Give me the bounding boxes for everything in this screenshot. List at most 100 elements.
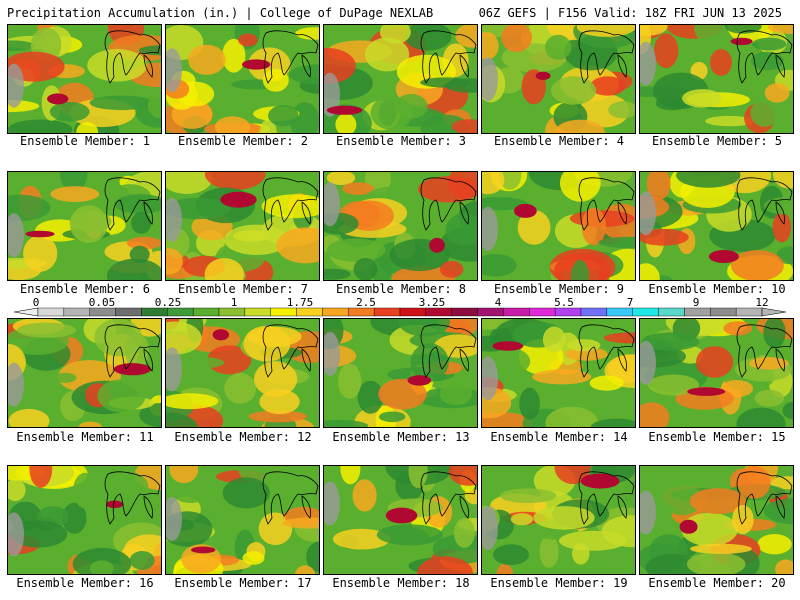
member-caption-6: Ensemble Member: 6 [19,282,151,296]
precip-field [640,25,793,133]
member-map-2 [165,24,320,134]
member-caption-16: Ensemble Member: 16 [16,576,154,590]
precip-field [166,172,319,280]
member-caption-11: Ensemble Member: 11 [16,430,154,444]
scale-swatch [580,307,608,317]
precip-field [166,319,319,427]
scale-swatch [89,307,116,317]
precip-field [8,319,161,427]
scale-swatch [37,307,65,317]
member-caption-13: Ensemble Member: 13 [332,430,470,444]
member-caption-17: Ensemble Member: 17 [174,576,312,590]
color-scale: 0 0.05 0.25 1 1.75 2.5 3.25 4 5.5 7 9 12 [0,296,800,320]
member-caption-19: Ensemble Member: 19 [490,576,628,590]
member-caption-4: Ensemble Member: 4 [493,134,625,148]
precip-field [482,319,635,427]
precip-field [640,172,793,280]
precip-field [482,466,635,574]
member-caption-7: Ensemble Member: 7 [177,282,309,296]
precip-field [324,172,477,280]
scale-swatch [244,307,271,317]
scale-label: 5.5 [554,296,574,309]
member-caption-2: Ensemble Member: 2 [177,134,309,148]
scale-label: 0.05 [88,296,116,309]
scale-swatch [554,307,582,317]
member-map-7 [165,171,320,281]
scale-label: 1.75 [286,296,314,309]
precip-field [166,466,319,574]
precip-field [8,172,161,280]
great-lakes-outline [736,471,793,525]
scale-label: 2.5 [356,296,376,309]
precip-field [8,466,161,574]
member-map-4 [481,24,636,134]
great-lakes-outline [104,30,161,84]
precip-field [324,319,477,427]
precip-field [482,25,635,133]
member-caption-12: Ensemble Member: 12 [174,430,312,444]
great-lakes-outline [420,30,477,84]
member-map-9 [481,171,636,281]
great-lakes-outline [420,177,477,231]
scale-swatch [115,307,142,317]
scale-swatch [684,307,711,317]
scale-label: 3.25 [418,296,446,309]
great-lakes-outline [736,324,793,378]
scale-swatch [192,307,220,317]
great-lakes-outline [262,177,319,231]
member-caption-14: Ensemble Member: 14 [490,430,628,444]
great-lakes-outline [104,324,161,378]
member-map-16 [7,465,162,575]
scale-label: 0 [32,296,40,309]
member-map-17 [165,465,320,575]
scale-swatch [606,307,633,317]
member-map-14 [481,318,636,428]
scale-swatch [735,307,763,317]
scale-label: 9 [692,296,700,309]
precip-field [640,466,793,574]
scale-swatch [425,307,452,317]
scale-swatch [218,307,246,317]
scale-swatch [503,307,530,317]
scale-label: 7 [626,296,634,309]
great-lakes-outline [262,324,319,378]
color-scale-bar [13,307,787,317]
precip-field [482,172,635,280]
precip-field [324,25,477,133]
member-map-11 [7,318,162,428]
scale-swatch [710,307,737,317]
great-lakes-outline [578,471,635,525]
scale-swatch [348,307,375,317]
scale-label: 12 [755,296,769,309]
member-map-5 [639,24,794,134]
scale-swatch [270,307,297,317]
great-lakes-outline [420,471,477,525]
scale-swatch [63,307,90,317]
member-map-1 [7,24,162,134]
scale-swatch [141,307,168,317]
page-title: Precipitation Accumulation (in.) | Colle… [7,6,434,20]
run-info: 06Z GEFS | F156 Valid: 18Z FRI JUN 13 20… [478,6,782,20]
scale-label: 4 [494,296,502,309]
great-lakes-outline [578,177,635,231]
precip-field [324,466,477,574]
scale-swatch [529,307,556,317]
member-map-10 [639,171,794,281]
scale-swatch [632,307,659,317]
great-lakes-outline [736,30,793,84]
member-caption-1: Ensemble Member: 1 [19,134,151,148]
scale-swatch [399,307,427,317]
great-lakes-outline [578,324,635,378]
great-lakes-outline [104,471,161,525]
member-caption-3: Ensemble Member: 3 [335,134,467,148]
great-lakes-outline [420,324,477,378]
scale-swatch [167,307,194,317]
scale-swatch [322,307,349,317]
great-lakes-outline [578,30,635,84]
member-map-20 [639,465,794,575]
scale-swatch [658,307,685,317]
great-lakes-outline [262,471,319,525]
header: Precipitation Accumulation (in.) | Colle… [0,0,800,24]
member-map-12 [165,318,320,428]
member-map-8 [323,171,478,281]
